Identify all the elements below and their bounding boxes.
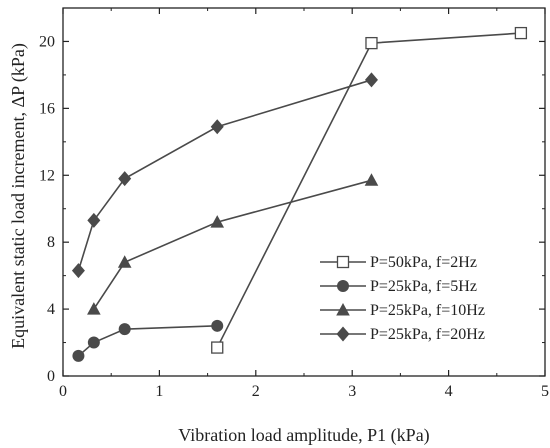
data-point — [364, 72, 378, 88]
y-tick-label: 0 — [47, 368, 55, 385]
data-point — [117, 255, 132, 268]
data-point — [118, 171, 132, 187]
y-axis-title: Equivalent static load increment, ΔP (kP… — [8, 43, 29, 349]
data-point — [87, 302, 101, 315]
y-tick-label: 16 — [39, 100, 55, 117]
series-line — [93, 179, 372, 310]
series-line — [77, 325, 218, 357]
x-axis-title: Vibration load amplitude, P1 (kPa) — [178, 425, 429, 446]
legend-marker — [336, 255, 350, 269]
data-point — [210, 215, 225, 228]
series-3 — [87, 173, 379, 315]
legend: P=50kPa, f=2Hz P=25kPa, f=5Hz P=25kPa, f=1… — [320, 254, 485, 343]
plot-frame — [62, 7, 546, 377]
legend-marker — [336, 303, 350, 316]
data-point — [87, 212, 101, 228]
y-tick-label: 4 — [47, 301, 55, 318]
series-1 — [211, 26, 528, 354]
legend-item-4: P=25kPa, f=20Hz — [320, 326, 485, 343]
x-tick-label: 4 — [445, 383, 453, 400]
legend-item-1: P=50kPa, f=2Hz — [320, 254, 477, 271]
data-point — [211, 341, 224, 354]
legend-label: P=25kPa, f=5Hz — [370, 278, 477, 295]
legend-marker — [336, 326, 350, 342]
data-point — [211, 319, 224, 332]
y-tick-label: 8 — [47, 234, 55, 251]
y-tick-label: 12 — [39, 167, 55, 184]
x-tick-label: 1 — [155, 383, 163, 400]
data-point — [71, 263, 85, 279]
data-point — [72, 349, 85, 362]
data-point — [87, 336, 100, 349]
y-tick-label: 20 — [39, 33, 55, 50]
legend-item-2: P=25kPa, f=5Hz — [320, 278, 477, 295]
series-2 — [72, 319, 224, 362]
x-tick-label: 3 — [348, 383, 356, 400]
legend-marker — [337, 280, 349, 292]
data-point — [365, 36, 378, 50]
x-tick-label: 5 — [541, 383, 549, 400]
data-point — [514, 26, 528, 40]
data-point — [364, 173, 379, 186]
data-point — [118, 323, 131, 336]
legend-item-3: P=25kPa, f=10Hz — [320, 302, 485, 319]
series-4 — [71, 72, 378, 279]
legend-label: P=50kPa, f=2Hz — [370, 254, 477, 271]
legend-label: P=25kPa, f=10Hz — [370, 302, 485, 319]
x-tick-label: 2 — [252, 383, 260, 400]
series-layer — [71, 26, 528, 362]
x-tick-label: 0 — [59, 383, 67, 400]
data-point — [210, 119, 224, 135]
legend-label: P=25kPa, f=20Hz — [370, 326, 485, 343]
